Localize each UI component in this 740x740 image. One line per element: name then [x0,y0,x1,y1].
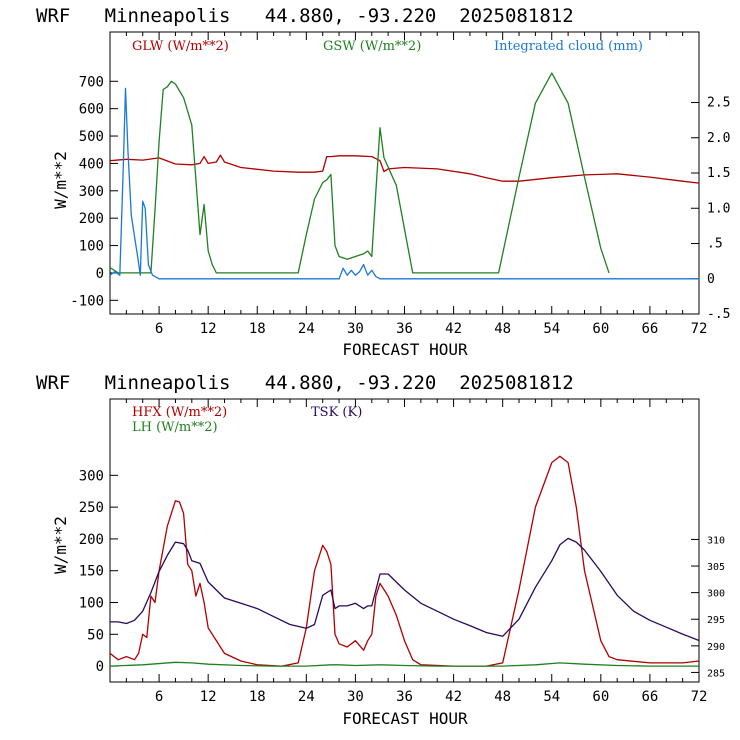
radiation-y2-tick-label: .5 [707,237,723,252]
flux-x-tick-label: 12 [200,689,217,705]
radiation-y-tick-label: 100 [79,239,104,255]
flux-y-tick-label: 50 [87,627,104,643]
flux-x-axis-label: FORECAST HOUR [342,709,468,728]
radiation-y-tick-label: 700 [79,74,104,90]
flux-y-tick-label: 100 [79,596,104,612]
flux-y2-tick-label: 295 [707,615,725,626]
radiation-x-tick-label: 6 [155,321,163,337]
flux-x-tick-label: 30 [347,689,364,705]
radiation-y2-tick-label: 0 [707,272,715,287]
flux-y2-tick-label: 300 [707,589,725,600]
radiation-x-tick-label: 48 [494,321,511,337]
radiation-y2-tick-label: 2.5 [707,96,730,111]
flux-y2-tick-label: 285 [707,668,725,679]
radiation-y2-tick-label: -.5 [707,307,730,322]
radiation-y-tick-label: 500 [79,129,104,145]
flux-x-tick-label: 6 [155,689,163,705]
radiation-plot-frame [109,31,700,315]
cloud-legend-label: Integrated cloud (mm) [494,39,643,54]
flux-x-tick-label: 60 [592,689,609,705]
radiation-y-tick-label: 0 [96,266,104,282]
radiation-x-tick-label: 66 [641,321,658,337]
radiation-x-axis-label: FORECAST HOUR [342,340,468,359]
flux-x-tick-label: 54 [543,689,560,705]
radiation-y-tick-label: 200 [79,211,104,227]
hfx-series-line [109,455,700,667]
radiation-x-tick-label: 24 [298,321,315,337]
flux-y-axis-label: W/m**2 [51,516,70,574]
lh-series-line [109,661,699,667]
tsk-legend-label: TSK (K) [311,405,362,420]
radiation-y2-tick-label: 1.5 [707,166,730,181]
flux-x-tick-label: 72 [691,689,708,705]
flux-x-tick-label: 18 [249,689,266,705]
integrated-series-line [109,87,699,280]
lh-legend-label: LH (W/m**2) [132,420,218,435]
flux-panel-title: WRF Minneapolis 44.880, -93.220 20250818… [36,372,574,394]
flux-y2-tick-label: 290 [707,642,725,653]
radiation-x-tick-label: 54 [543,321,560,337]
radiation-x-tick-label: 12 [200,321,217,337]
radiation-y2-tick-label: 1.0 [707,201,730,216]
flux-y-tick-label: 300 [79,468,104,484]
glw-legend-label: GLW (W/m**2) [132,39,229,54]
hfx-legend-label: HFX (W/m**2) [132,405,227,420]
radiation-x-tick-label: 18 [249,321,266,337]
flux-y2-tick-label: 310 [707,535,725,546]
glw-series-line [109,154,700,184]
radiation-x-tick-label: 42 [445,321,462,337]
flux-y-tick-label: 150 [79,564,104,580]
radiation-y-tick-label: 300 [79,184,104,200]
gsw-series-line [109,72,610,274]
flux-x-tick-label: 48 [494,689,511,705]
gsw-legend-label: GSW (W/m**2) [323,39,421,54]
radiation-panel-title: WRF Minneapolis 44.880, -93.220 20250818… [36,5,574,27]
radiation-y2-tick-label: 2.0 [707,131,730,146]
radiation-x-tick-label: 72 [691,321,708,337]
radiation-y-tick-label: 400 [79,156,104,172]
flux-y2-tick-label: 305 [707,562,725,573]
flux-x-tick-label: 42 [445,689,462,705]
flux-y-tick-label: 0 [96,659,104,675]
flux-x-tick-label: 24 [298,689,315,705]
radiation-y-tick-label: 600 [79,102,104,118]
radiation-x-tick-label: 36 [396,321,413,337]
flux-y-tick-label: 250 [79,500,104,516]
flux-y-tick-label: 200 [79,532,104,548]
radiation-x-tick-label: 60 [592,321,609,337]
flux-panel: WRF Minneapolis 44.880, -93.220 20250818… [36,372,725,728]
radiation-y-axis-label: W/m**2 [51,151,70,209]
radiation-y-tick-label: -100 [70,293,104,309]
radiation-x-tick-label: 30 [347,321,364,337]
radiation-panel: WRF Minneapolis 44.880, -93.220 20250818… [36,5,730,359]
flux-x-tick-label: 66 [641,689,658,705]
tsk-series-line [110,537,700,642]
flux-x-tick-label: 36 [396,689,413,705]
